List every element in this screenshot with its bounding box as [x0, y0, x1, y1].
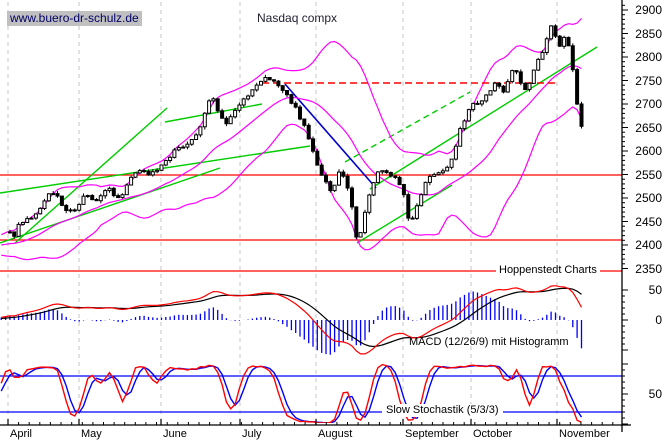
y-axis-price-label: 2900 [635, 3, 662, 17]
x-axis-month-label: July [242, 428, 262, 440]
y-axis-price-label: 2800 [635, 50, 662, 64]
y-axis-price-label: 2650 [635, 120, 662, 135]
y-axis-stoch-label: 50 [648, 387, 662, 401]
y-axis-price-label: 2400 [635, 238, 662, 252]
y-axis-price-label: 2700 [635, 97, 662, 111]
y-axis-price-label: 2600 [635, 144, 662, 158]
stochastic-panel-label: Slow Stochastik (5/3/3) [382, 404, 503, 417]
y-axis-price-label: 2500 [635, 191, 662, 205]
x-axis-month-label: August [318, 428, 353, 440]
watermark: www.buero-dr-schulz.de [7, 11, 142, 26]
x-axis-month-label: October [473, 428, 513, 440]
y-axis-price-label: 2850 [635, 26, 662, 41]
x-axis-month-label: November [559, 428, 610, 440]
y-axis-macd-label: 0 [655, 313, 662, 327]
y-axis-price-label: 2750 [635, 73, 662, 88]
x-axis-month-label: May [81, 428, 102, 440]
x-axis-month-label: April [10, 428, 33, 440]
macd-panel-label: MACD (12/26/9) mit Histogramm [409, 336, 569, 348]
hoppenstedt-label: Hoppenstedt Charts [496, 264, 600, 277]
y-axis-macd-label: 50 [648, 283, 662, 297]
y-axis-price-label: 2550 [635, 167, 662, 182]
y-axis-price-label: 2350 [635, 261, 662, 276]
x-axis-month-label: June [163, 428, 187, 440]
chart-title: Nasdaq compx [257, 11, 338, 25]
y-axis-price-label: 2450 [635, 214, 662, 229]
x-axis-month-label: September [405, 428, 459, 440]
